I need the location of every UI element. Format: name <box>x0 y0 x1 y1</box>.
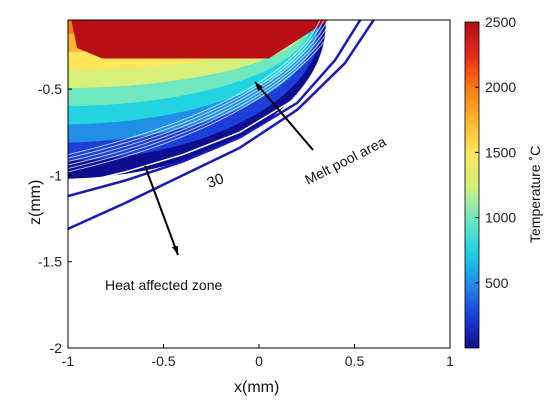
x-axis: -1 -0.5 0 0.5 1 <box>62 344 454 369</box>
x-tick-label: 0 <box>255 353 263 369</box>
colorbar-tick-label: 500 <box>485 275 509 291</box>
y-tick-label: -1 <box>50 167 63 183</box>
y-tick-label: -1.5 <box>38 254 62 270</box>
colorbar-tick-label: 1000 <box>485 210 516 226</box>
x-tick-label: -0.5 <box>151 353 175 369</box>
colorbar-label: Temperature ˚C <box>527 146 543 243</box>
inner-contour <box>68 20 336 169</box>
inner-contour <box>68 20 329 163</box>
contour-label: 30 <box>205 170 226 192</box>
melt-pool-arrow <box>254 81 314 151</box>
x-axis-label: x(mm) <box>234 379 279 396</box>
outer-contour-line <box>68 20 362 198</box>
y-axis-label: z(mm) <box>27 180 44 225</box>
y-axis: -0.5 -1 -1.5 -2 <box>38 81 72 356</box>
y-tick-label: -2 <box>50 340 63 356</box>
outer-contour-line <box>68 20 356 187</box>
y-tick-label: -0.5 <box>38 81 62 97</box>
temperature-field <box>68 20 340 179</box>
contour-label-bg <box>197 163 233 193</box>
melt-pool-region <box>71 20 329 59</box>
colorbar-tick-label: 2000 <box>485 79 516 95</box>
x-tick-label: 0.5 <box>345 353 365 369</box>
heat-affected-arrow <box>144 165 179 256</box>
outer-contours <box>68 20 375 231</box>
inner-contour <box>68 20 321 156</box>
outer-contour-line <box>68 20 375 231</box>
colorbar <box>464 21 480 349</box>
x-tick-label: 1 <box>446 353 454 369</box>
colorbar-tick-label: 2500 <box>485 14 516 30</box>
colorbar-ticks: 500 1000 1500 2000 2500 <box>475 14 516 291</box>
heat-affected-annotation: Heat affected zone <box>105 277 222 293</box>
inner-contour <box>68 20 340 173</box>
x-tick-label: -1 <box>62 353 75 369</box>
colorbar-tick-label: 1500 <box>485 144 516 160</box>
inner-contour <box>68 20 333 166</box>
inner-contour <box>68 20 325 159</box>
